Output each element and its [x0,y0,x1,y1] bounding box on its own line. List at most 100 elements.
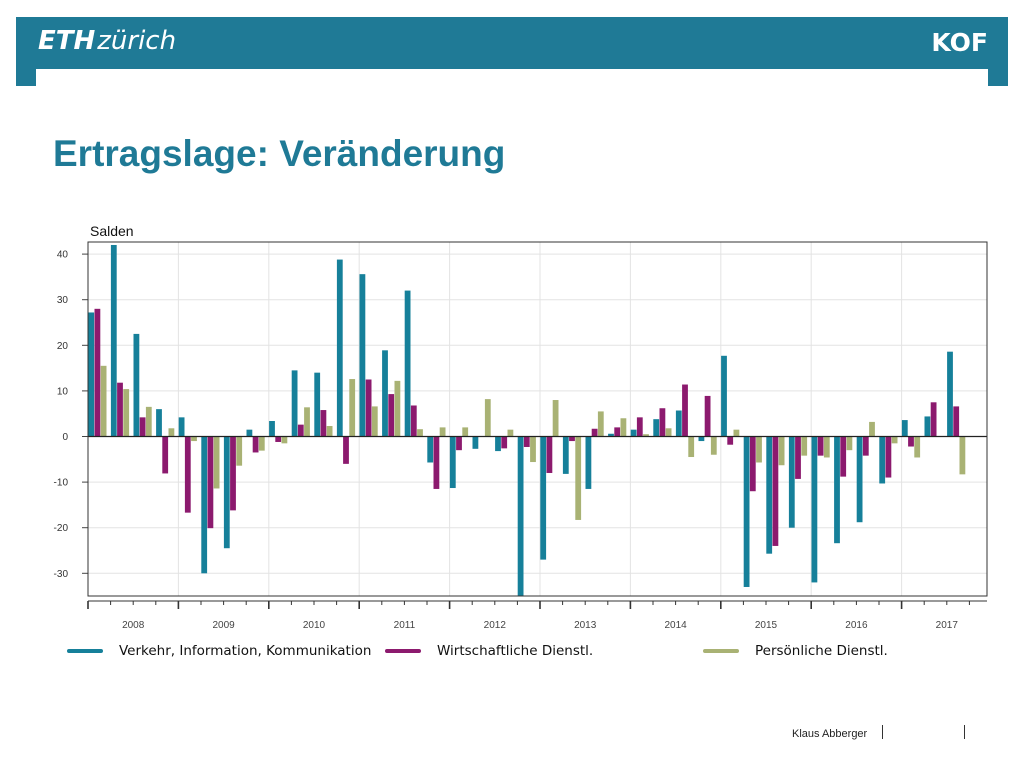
bar [591,428,598,437]
x-tick-label: 2014 [664,620,687,631]
bar [371,406,378,437]
page-title: Ertragslage: Veränderung [53,133,506,174]
x-tick-label: 2008 [122,620,145,631]
bar [530,436,536,463]
bar [472,436,479,449]
bar [417,429,423,437]
bar [456,436,462,451]
bar [901,420,908,437]
bar [449,436,456,489]
header-bar: ETHzürich KOF [16,17,1008,69]
bar [743,436,750,587]
x-tick-label: 2011 [394,620,416,631]
bar [772,436,779,546]
bar [846,436,853,451]
bar [749,436,756,492]
bar [665,428,672,437]
bar [891,436,898,444]
bar [517,436,524,597]
bar [959,436,966,475]
bar [801,436,808,456]
bar [201,436,208,574]
bar [597,411,604,437]
bar [230,436,236,511]
bar [162,436,169,474]
bar [304,407,310,437]
bar [145,406,152,437]
bar [856,436,863,523]
bar [184,436,191,513]
bar [404,290,411,437]
bar [930,402,937,437]
bar [953,406,960,437]
bar [133,333,140,437]
eth-logo-light: zürich [97,26,177,56]
bar [823,436,830,458]
y-tick-label: 40 [57,250,69,261]
bar [620,418,627,437]
bar [320,410,327,437]
bar [507,429,514,437]
footer-author: Klaus Abberger [792,728,868,740]
plot-frame [87,241,988,597]
bar [788,436,795,528]
y-tick-label: 30 [57,295,69,306]
legend-label: Persönliche Dienstl. [755,643,888,659]
legend-label: Wirtschaftliche Dienstl. [437,643,593,659]
bar [614,427,621,437]
bar [394,380,401,437]
bar [88,312,95,437]
bar [291,370,298,437]
bar [908,436,914,447]
bar [817,436,824,456]
bar [947,351,953,437]
bar [275,436,282,442]
x-tick-label: 2016 [845,620,868,631]
bar [123,389,130,437]
bar [314,372,321,437]
kof-logo[interactable]: KOF [931,28,988,57]
header-tab-right [988,69,1008,86]
bar [139,417,146,437]
bar [585,436,592,489]
bar [727,436,734,445]
y-tick-label: 20 [57,341,69,352]
bar [501,436,508,449]
bar [704,395,711,437]
bar [297,424,304,437]
bar [388,394,395,437]
bar [523,436,530,447]
footer-separator [964,725,965,739]
bar [252,436,259,453]
bar [869,421,875,437]
bar [608,433,614,437]
bar [540,436,547,560]
bar [552,400,559,437]
bar [110,244,117,437]
plot-area [88,242,987,596]
bar [343,436,349,464]
bar [439,427,446,437]
bar [258,436,265,451]
bar [575,436,582,520]
bar [834,436,840,544]
eth-zurich-logo[interactable]: ETHzürich [38,26,176,56]
bar [659,408,666,437]
bar [349,379,356,437]
bar [569,436,575,442]
x-tick-label: 2009 [212,620,235,631]
bar [795,436,801,479]
x-tick-label: 2010 [303,620,326,631]
bar [223,436,230,549]
eth-logo-bold: ETH [38,26,96,56]
bar [427,436,434,463]
header-tab-left [16,69,36,86]
bar [653,419,660,437]
bar [410,405,417,437]
bar [365,379,372,437]
bar [630,429,637,437]
bar [756,436,762,463]
bar [710,436,717,455]
y-axis-label: Salden [90,223,134,239]
bar [643,434,649,437]
